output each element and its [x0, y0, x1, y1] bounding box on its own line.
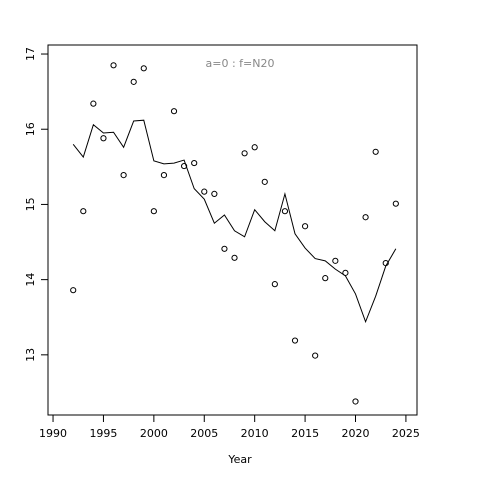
- data-point: [261, 178, 268, 185]
- data-point: [271, 281, 278, 288]
- data-point: [160, 172, 168, 179]
- x-tick-label: 1995: [89, 427, 117, 440]
- data-point: [251, 144, 258, 151]
- data-point: [90, 100, 97, 107]
- y-tick-label: 16: [24, 122, 37, 136]
- data-point: [211, 190, 218, 198]
- data-point: [221, 245, 228, 252]
- annotation: a=0 : f=N20: [206, 57, 275, 70]
- data-point: [110, 62, 117, 69]
- data-point: [352, 398, 359, 405]
- x-tick-label: 2010: [241, 427, 269, 440]
- x-tick-label: 2015: [291, 427, 319, 440]
- data-point: [231, 254, 238, 261]
- plot-frame: [47, 44, 418, 416]
- x-axis-label: Year: [227, 453, 252, 466]
- trend-line: [72, 119, 397, 324]
- y-tick-label: 14: [24, 273, 37, 287]
- x-tick-label: 2000: [140, 427, 168, 440]
- x-tick-label: 1990: [39, 427, 67, 440]
- data-point: [291, 337, 299, 344]
- x-tick-label: 2020: [342, 427, 370, 440]
- y-tick-label: 15: [24, 197, 37, 211]
- data-point: [100, 135, 107, 142]
- data-point: [170, 108, 178, 115]
- data-point: [281, 208, 289, 215]
- data-point: [201, 188, 208, 195]
- x-tick-label: 2025: [392, 427, 420, 440]
- data-point: [322, 275, 329, 282]
- data-point: [150, 208, 157, 215]
- y-tick-label: 17: [24, 47, 37, 61]
- data-point: [241, 150, 248, 157]
- data-point: [140, 65, 147, 72]
- data-point: [372, 148, 379, 155]
- data-point: [80, 208, 87, 215]
- data-point: [362, 214, 369, 221]
- data-point: [301, 223, 309, 230]
- data-point: [312, 352, 319, 359]
- data-point: [130, 78, 137, 85]
- y-tick-label: 13: [24, 348, 37, 362]
- data-point: [120, 172, 127, 179]
- data-point: [191, 159, 198, 167]
- x-tick-label: 2005: [190, 427, 218, 440]
- data-point: [70, 287, 77, 294]
- data-point: [392, 200, 399, 207]
- data-point: [332, 257, 339, 264]
